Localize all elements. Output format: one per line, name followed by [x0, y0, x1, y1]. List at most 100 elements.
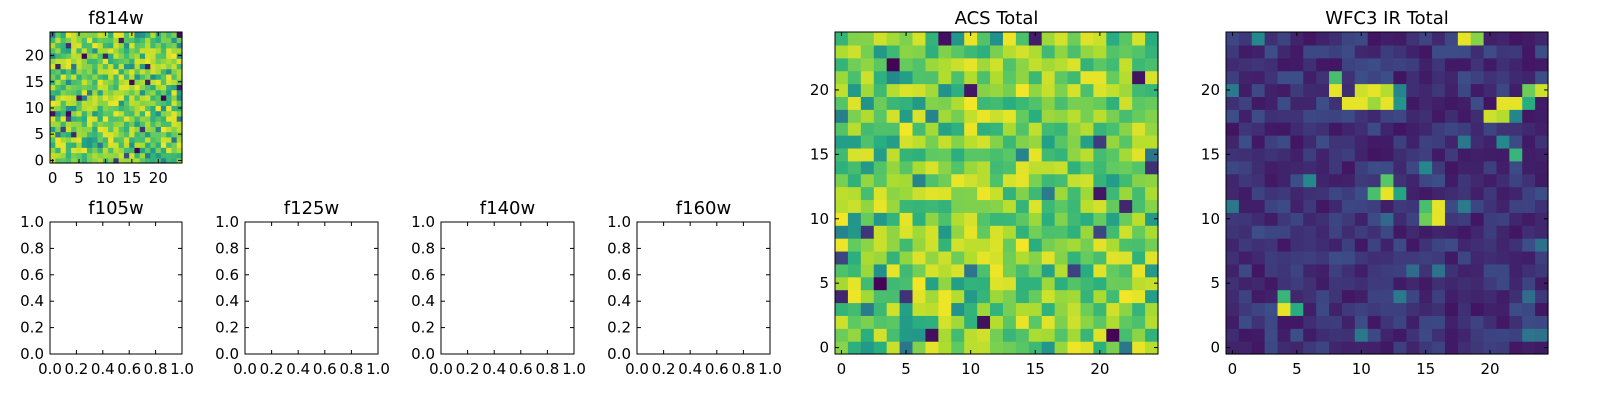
heatmap-cell — [1002, 276, 1017, 291]
heatmap-cell — [1444, 160, 1459, 175]
heatmap-cell — [1041, 70, 1056, 85]
heatmap-cell — [134, 42, 141, 49]
heatmap-cell — [938, 315, 952, 329]
heatmap-cell — [1393, 212, 1407, 226]
heatmap-cell — [1354, 315, 1369, 329]
heatmap-cell — [113, 157, 120, 164]
heatmap-cell — [977, 57, 991, 72]
heatmap-cell — [1496, 250, 1510, 265]
heatmap-cell — [1106, 225, 1120, 239]
heatmap-cell — [102, 73, 109, 80]
heatmap-cell — [1367, 212, 1382, 226]
heatmap-cell — [92, 73, 99, 80]
axes-frame — [244, 221, 379, 355]
heatmap-cell — [155, 136, 162, 143]
heatmap-cell — [155, 42, 162, 49]
heatmap-cell — [1093, 225, 1107, 239]
y-tick-label: 0 — [819, 339, 829, 357]
heatmap-cell — [155, 152, 162, 159]
heatmap-cell — [1119, 341, 1133, 355]
heatmap-cell — [1106, 160, 1120, 175]
heatmap-cell — [1444, 289, 1459, 304]
heatmap-cell — [886, 135, 901, 149]
heatmap-cell — [65, 47, 72, 54]
heatmap-cell — [65, 32, 72, 38]
heatmap-cell — [1444, 225, 1459, 239]
heatmap-cell — [1106, 341, 1120, 355]
heatmap-cell — [1132, 225, 1146, 239]
heatmap-cell — [97, 94, 104, 101]
heatmap-cell — [92, 37, 99, 44]
heatmap-cell — [1341, 147, 1356, 162]
x-tick-label: 0 — [1228, 360, 1238, 378]
heatmap-cell — [139, 63, 146, 70]
heatmap-cell — [1341, 250, 1356, 265]
heatmap-cell — [1406, 315, 1420, 329]
heatmap-cell — [925, 147, 939, 162]
heatmap-cell — [899, 160, 914, 175]
heatmap-cell — [1380, 276, 1395, 291]
heatmap-cell — [123, 73, 130, 80]
heatmap-cell — [835, 276, 849, 291]
heatmap-cell — [1145, 225, 1159, 239]
heatmap-cell — [50, 115, 56, 122]
heatmap-cell — [1132, 32, 1146, 46]
heatmap-cell — [171, 136, 178, 143]
heatmap-cell — [1535, 135, 1549, 149]
heatmap-cell — [150, 68, 157, 75]
heatmap-cell — [860, 289, 875, 304]
heatmap-cell — [1106, 122, 1120, 136]
heatmap-cell — [65, 131, 72, 138]
heatmap-cell — [1535, 263, 1549, 278]
heatmap-cell — [123, 121, 130, 127]
heatmap-cell — [835, 263, 849, 278]
heatmap-cell — [1106, 250, 1120, 265]
heatmap-cell — [65, 42, 72, 49]
y-tick-label: 0.6 — [215, 266, 239, 284]
heatmap-cell — [1432, 199, 1446, 213]
heatmap-cell — [102, 152, 109, 159]
heatmap-cell — [97, 152, 104, 159]
heatmap-cell — [102, 63, 109, 70]
heatmap-cell — [65, 121, 72, 127]
heatmap-cell — [50, 121, 56, 127]
heatmap-cell — [1483, 186, 1498, 201]
heatmap-cell — [873, 186, 888, 201]
heatmap-cell — [1226, 328, 1240, 342]
heatmap-cell — [1067, 238, 1082, 252]
heatmap-cell — [1290, 147, 1304, 162]
heatmap-cell — [1341, 315, 1356, 329]
heatmap-cell — [899, 276, 914, 291]
heatmap-cell — [1483, 328, 1498, 342]
heatmap-cell — [1380, 186, 1395, 201]
heatmap-cell — [899, 212, 914, 226]
heatmap-cell — [150, 89, 157, 96]
heatmap-cell — [1041, 315, 1056, 329]
heatmap-cell — [55, 105, 62, 112]
heatmap-cell — [76, 37, 83, 44]
heatmap-cell — [938, 328, 952, 342]
heatmap-cell — [81, 37, 88, 44]
heatmap-cell — [886, 212, 901, 226]
y-tick-label: 0.4 — [215, 292, 239, 310]
heatmap-cell — [92, 105, 99, 112]
heatmap-cell — [86, 84, 93, 91]
heatmap-cell — [1470, 32, 1485, 46]
heatmap-cell — [847, 328, 862, 342]
heatmap-cell — [160, 79, 167, 85]
heatmap-cell — [899, 289, 914, 304]
heatmap-cell — [1106, 70, 1120, 85]
heatmap-cell — [50, 37, 56, 44]
heatmap-cell — [1341, 328, 1356, 342]
heatmap-cell — [1226, 289, 1240, 304]
heatmap-cell — [964, 70, 978, 85]
heatmap-cell — [990, 147, 1004, 162]
heatmap-cell — [990, 70, 1004, 85]
heatmap-cell — [166, 73, 173, 80]
heatmap-cell — [835, 238, 849, 252]
heatmap-cell — [129, 84, 136, 91]
heatmap-cell — [860, 199, 875, 213]
heatmap-cell — [118, 37, 125, 44]
heatmap-cell — [1483, 96, 1498, 110]
heatmap-cell — [873, 212, 888, 226]
